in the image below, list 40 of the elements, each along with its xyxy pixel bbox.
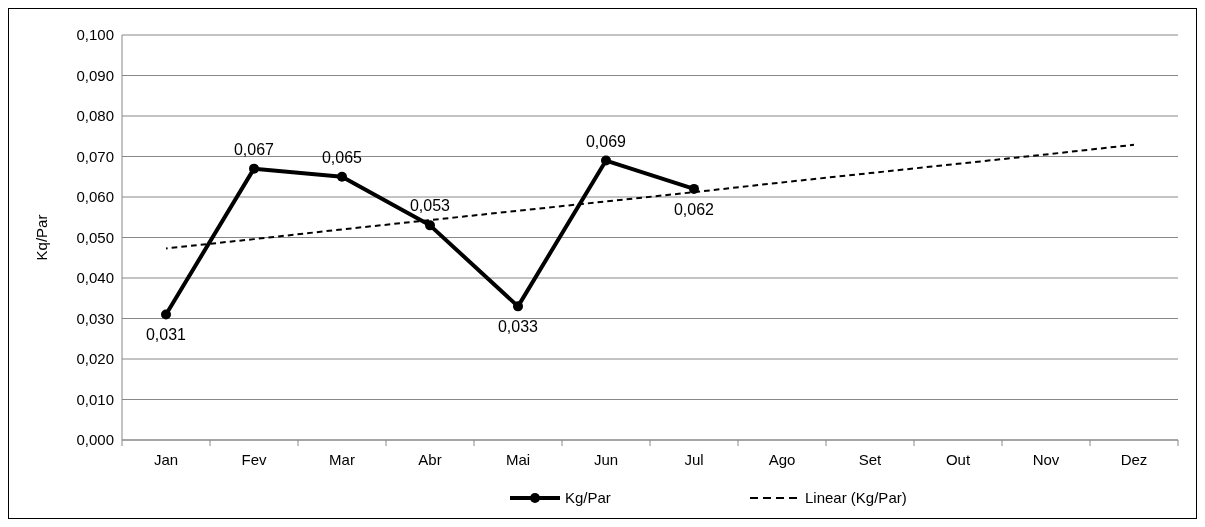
y-tick-label: 0,080 [76, 107, 114, 125]
x-tick-label: Jul [684, 451, 704, 468]
data-label: 0,031 [145, 326, 187, 344]
x-tick-label: Ago [768, 451, 796, 468]
data-label: 0,065 [321, 148, 363, 166]
x-tick-label: Fev [241, 451, 267, 468]
y-tick-label: 0,100 [76, 26, 114, 44]
y-tick-label: 0,070 [76, 147, 114, 165]
x-tick-label: Mai [505, 451, 531, 468]
y-tick-label: 0,040 [76, 269, 114, 287]
legend-label: Kg/Par [565, 489, 611, 507]
x-tick-label: Jun [593, 451, 619, 468]
point [425, 220, 435, 231]
y-tick-label: 0,000 [76, 431, 114, 449]
data-label: 0,062 [673, 200, 715, 218]
y-tick-label: 0,020 [76, 350, 114, 368]
y-axis-title: Kq/Par [33, 214, 50, 261]
x-tick-label: Set [858, 451, 883, 468]
legend-label: Linear (Kg/Par) [805, 489, 907, 507]
x-tick-label: Dez [1120, 451, 1148, 468]
y-tick-label: 0,090 [76, 66, 114, 84]
x-tick-label: Nov [1032, 451, 1060, 468]
y-tick-label: 0,050 [76, 228, 114, 246]
y-tick-label: 0,010 [76, 390, 114, 408]
data-label: 0,067 [233, 140, 275, 158]
point [249, 163, 259, 174]
point [601, 155, 611, 166]
y-tick-label: 0,060 [76, 188, 114, 206]
data-label: 0,069 [585, 132, 627, 150]
x-tick-label: Out [945, 451, 971, 468]
x-tick-label: Abr [418, 451, 442, 468]
point [689, 183, 699, 194]
point [513, 301, 523, 312]
point [337, 171, 347, 182]
data-label: 0,033 [497, 318, 539, 336]
x-tick-label: Mar [329, 451, 355, 468]
x-tick-label: Jan [153, 451, 179, 468]
data-label: 0,053 [409, 197, 451, 215]
y-tick-label: 0,030 [76, 309, 114, 327]
point [161, 309, 171, 320]
